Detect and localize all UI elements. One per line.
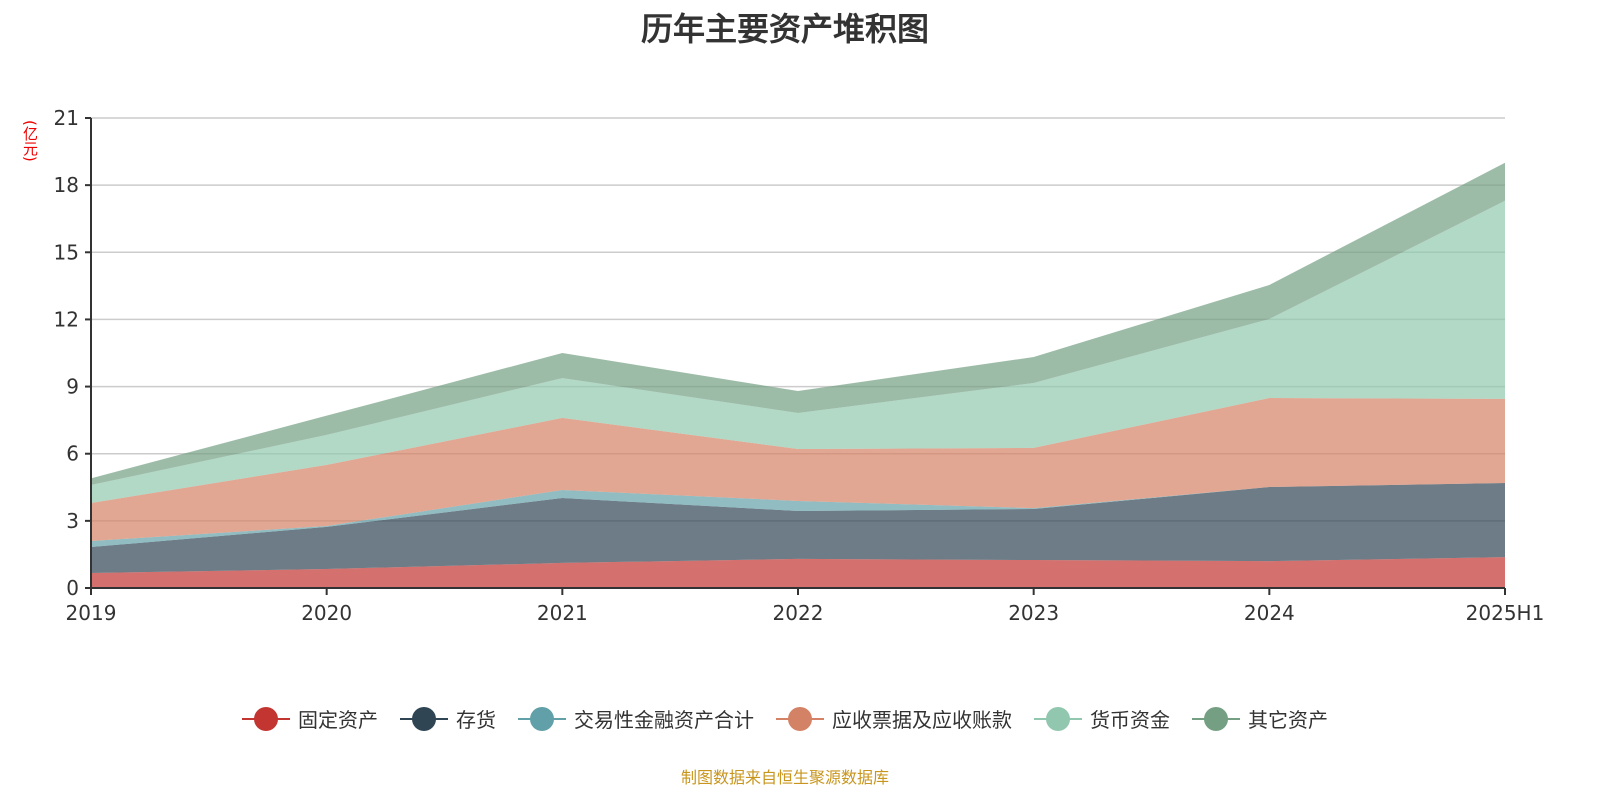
x-tick-label: 2021 xyxy=(537,601,588,625)
legend-marker-icon xyxy=(1192,706,1240,731)
legend-item[interactable]: 交易性金融资产合计 xyxy=(518,704,754,733)
x-tick-label: 2025H1 xyxy=(1466,601,1545,625)
legend-item[interactable]: 货币资金 xyxy=(1034,704,1170,733)
x-tick-label: 2024 xyxy=(1244,601,1295,625)
legend-marker-icon xyxy=(400,706,448,731)
legend-label: 交易性金融资产合计 xyxy=(574,708,754,732)
legend-item[interactable]: 其它资产 xyxy=(1192,704,1328,733)
legend-marker-icon xyxy=(518,706,566,731)
legend-label: 其它资产 xyxy=(1248,708,1328,732)
legend-item[interactable]: 存货 xyxy=(400,704,496,733)
area-4 xyxy=(91,200,1505,503)
legend: 固定资产 存货 交易性金融资产合计 应收票据及应收账款 货币资金 其它资产 xyxy=(0,704,1570,733)
y-tick-label: 15 xyxy=(54,240,79,264)
legend-label: 存货 xyxy=(456,708,496,732)
y-tick-label: 18 xyxy=(54,173,79,197)
area-3 xyxy=(91,397,1505,541)
y-tick-label: 6 xyxy=(66,442,79,466)
legend-marker-icon xyxy=(242,706,290,731)
y-tick-label: 21 xyxy=(54,106,79,130)
legend-label: 应收票据及应收账款 xyxy=(832,708,1012,732)
legend-label: 货币资金 xyxy=(1090,708,1170,732)
x-tick-label: 2020 xyxy=(301,601,352,625)
x-tick-label: 2019 xyxy=(66,601,117,625)
y-axis-unit: (亿元) xyxy=(21,120,39,162)
legend-item[interactable]: 固定资产 xyxy=(242,704,378,733)
legend-marker-icon xyxy=(776,706,824,731)
area-1 xyxy=(91,483,1505,574)
chart-title: 历年主要资产堆积图 xyxy=(640,10,929,48)
data-source: 制图数据来自恒生聚源数据库 xyxy=(680,768,889,787)
legend-marker-icon xyxy=(1034,706,1082,731)
y-tick-label: 3 xyxy=(66,509,79,533)
legend-label: 固定资产 xyxy=(298,708,378,732)
x-tick-label: 2023 xyxy=(1008,601,1059,625)
area-0 xyxy=(91,557,1505,588)
y-tick-label: 12 xyxy=(54,307,79,331)
y-tick-label: 0 xyxy=(66,576,79,600)
y-tick-label: 9 xyxy=(66,375,79,399)
legend-item[interactable]: 应收票据及应收账款 xyxy=(776,704,1012,733)
x-tick-label: 2022 xyxy=(773,601,824,625)
area-5 xyxy=(91,162,1505,486)
